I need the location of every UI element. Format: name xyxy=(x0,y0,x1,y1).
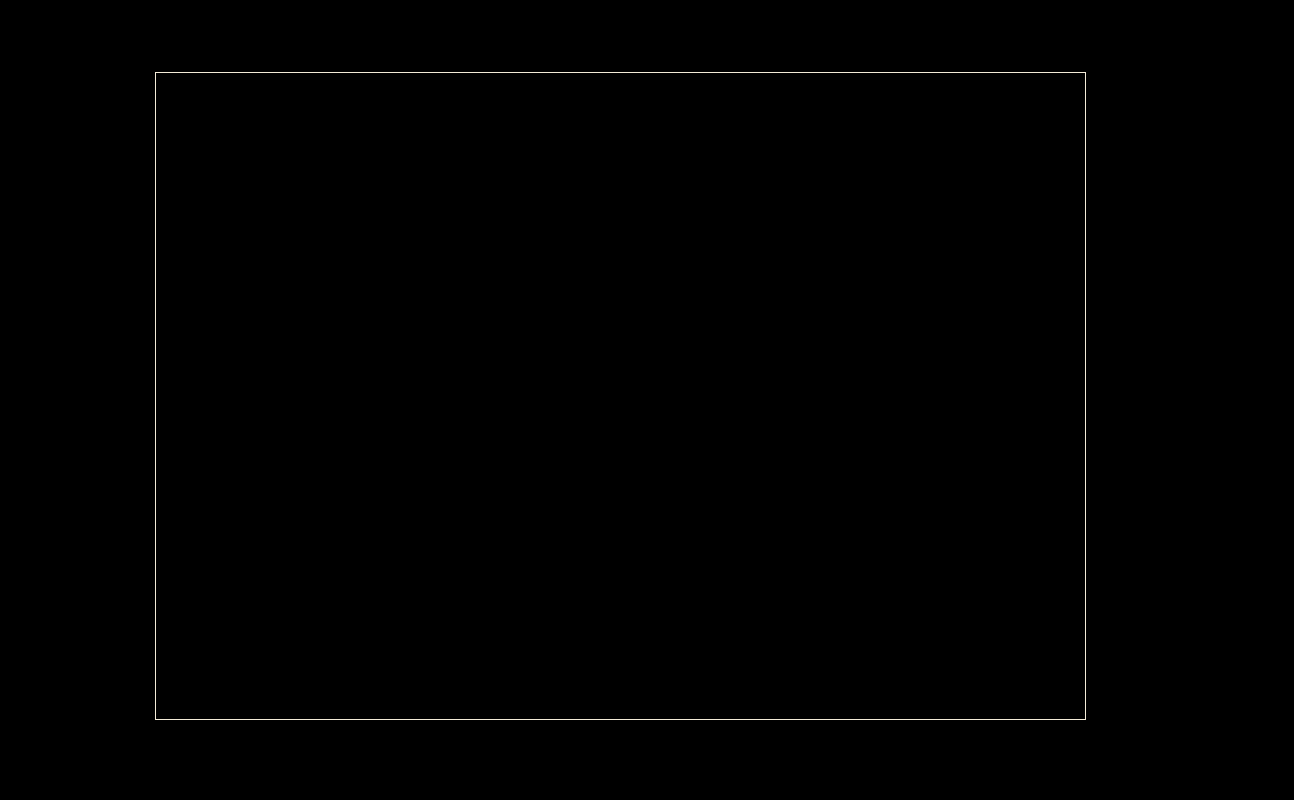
spectrogram-canvas xyxy=(155,72,1086,720)
spectrogram-plot-area[interactable] xyxy=(155,72,1086,720)
colorbar xyxy=(1094,72,1139,720)
colorbar-gradient xyxy=(1094,72,1139,720)
